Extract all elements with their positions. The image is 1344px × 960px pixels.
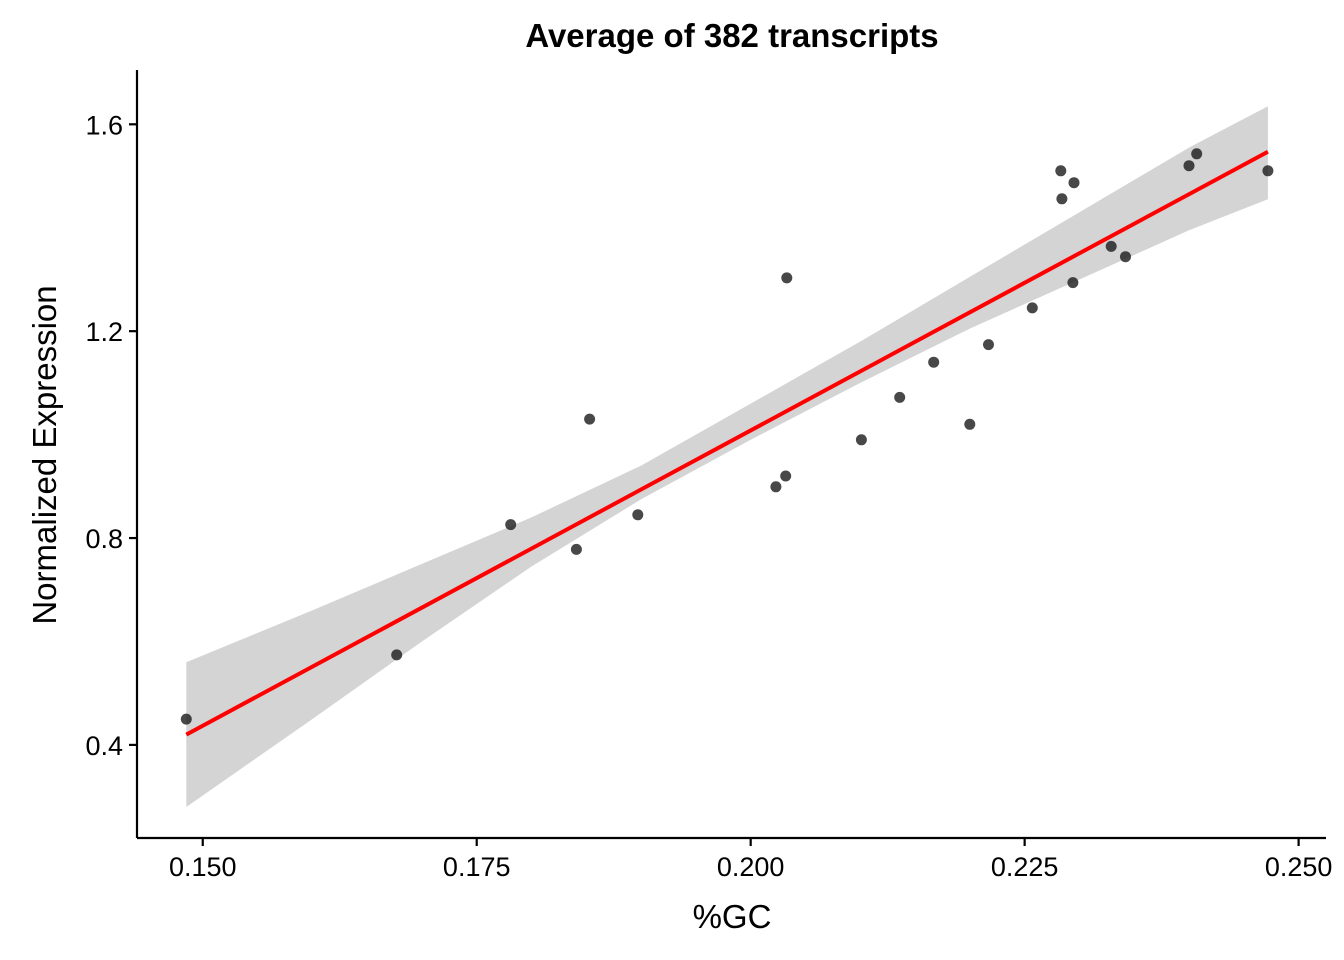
data-point [1056, 193, 1068, 205]
x-tick-label: 0.250 [1265, 852, 1333, 882]
confidence-band [186, 106, 1268, 807]
data-point [632, 509, 644, 521]
data-point [781, 272, 793, 284]
data-point [1067, 277, 1079, 289]
data-point [1262, 165, 1274, 177]
x-tick-label: 0.175 [443, 852, 511, 882]
data-point [570, 543, 582, 555]
data-point [894, 391, 906, 403]
x-axis-label: %GC [693, 898, 772, 935]
fit-line [185, 149, 1269, 737]
y-tick-label: 1.6 [85, 110, 123, 140]
x-ticks: 0.150 0.175 0.200 0.225 0.250 [169, 838, 1332, 882]
y-tick-label: 0.4 [85, 731, 123, 761]
data-point [1026, 302, 1038, 314]
data-point [964, 418, 976, 430]
data-point [1191, 148, 1203, 160]
y-tick-label: 1.2 [85, 317, 123, 347]
x-tick-label: 0.150 [169, 852, 237, 882]
data-point [1183, 160, 1195, 172]
y-ticks: 0.4 0.8 1.2 1.6 [85, 110, 137, 761]
y-tick-label: 0.8 [85, 524, 123, 554]
data-point [1105, 240, 1117, 252]
data-point [180, 713, 192, 725]
data-point [928, 356, 940, 368]
data-point [584, 413, 596, 425]
data-point [770, 481, 782, 493]
y-axis-label: Normalized Expression [26, 285, 63, 624]
data-point [983, 339, 994, 351]
data-point [780, 470, 792, 482]
data-point [505, 519, 517, 531]
points-layer [180, 148, 1274, 725]
y-axis: 0.4 0.8 1.2 1.6 [85, 70, 139, 838]
data-point [1055, 165, 1067, 177]
chart-title: Average of 382 transcripts [525, 17, 938, 54]
x-tick-label: 0.200 [717, 852, 785, 882]
data-point [1068, 177, 1080, 189]
plot-area [180, 106, 1274, 807]
x-tick-label: 0.225 [991, 852, 1059, 882]
x-axis: 0.150 0.175 0.200 0.225 0.250 [137, 836, 1332, 882]
data-point [855, 434, 867, 446]
data-point [1120, 251, 1131, 263]
data-point [391, 649, 403, 661]
